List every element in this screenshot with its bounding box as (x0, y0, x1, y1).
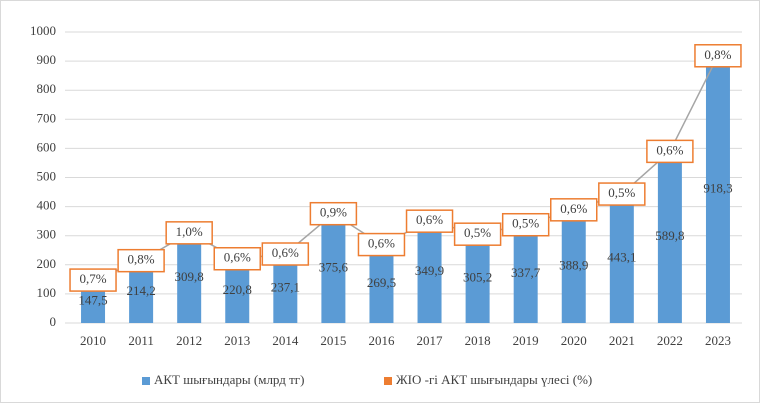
share-label-box (165, 221, 213, 245)
bar-value-label: 589,8 (655, 228, 684, 243)
share-value-label: 0,6% (560, 201, 587, 216)
bar-value-label: 337,7 (511, 265, 541, 280)
x-tick-label: 2018 (465, 333, 491, 348)
x-tick-label: 2020 (561, 333, 587, 348)
bar-value-label: 349,9 (415, 263, 444, 278)
x-tick-label: 2010 (80, 333, 106, 348)
y-tick-label: 400 (37, 198, 57, 213)
bar (657, 151, 682, 323)
bar (417, 221, 442, 323)
share-value-label: 0,5% (608, 185, 635, 200)
share-value-label: 0,6% (224, 250, 251, 265)
x-tick-label: 2012 (176, 333, 202, 348)
y-tick-label: 600 (37, 139, 57, 154)
share-value-label: 0,6% (272, 245, 299, 260)
bar-value-label: 305,2 (463, 270, 492, 285)
share-value-label: 0,7% (79, 271, 106, 286)
share-label-box (501, 212, 550, 237)
x-tick-label: 2015 (320, 333, 346, 348)
share-label-box (550, 198, 598, 222)
legend-swatch (142, 377, 150, 385)
legend-swatch (384, 377, 392, 385)
y-tick-label: 900 (37, 52, 57, 67)
share-value-label: 0,9% (320, 205, 347, 220)
x-tick-label: 2011 (128, 333, 154, 348)
bar (513, 224, 538, 323)
x-tick-label: 2021 (609, 333, 635, 348)
bar-value-label: 237,1 (271, 279, 300, 294)
share-value-label: 0,8% (704, 47, 731, 62)
share-value-label: 0,6% (656, 142, 683, 157)
bar (177, 232, 202, 323)
x-tick-label: 2019 (513, 333, 539, 348)
bar-value-label: 214,2 (126, 283, 155, 298)
bar (609, 194, 634, 323)
bar-value-label: 388,9 (559, 257, 588, 272)
share-value-label: 0,6% (416, 212, 443, 227)
y-tick-label: 0 (50, 314, 57, 329)
share-value-label: 1,0% (176, 224, 203, 239)
bar (369, 244, 394, 323)
share-value-label: 0,5% (512, 216, 539, 231)
x-tick-label: 2023 (705, 333, 731, 348)
share-label-box (261, 242, 310, 266)
bar-value-label: 375,6 (319, 259, 349, 274)
share-value-label: 0,8% (128, 252, 155, 267)
bar (321, 213, 346, 323)
share-label-box (598, 182, 646, 206)
legend-label: АКТ шығындары (млрд тг) (154, 372, 304, 387)
share-label-box (69, 268, 117, 292)
bar (465, 234, 490, 323)
bar-value-label: 220,8 (223, 282, 252, 297)
share-label-box (309, 201, 358, 226)
share-label-box (117, 248, 165, 273)
bar (561, 209, 586, 323)
bar-value-label: 147,5 (78, 293, 107, 308)
bar (705, 55, 730, 324)
share-label-box (646, 139, 694, 164)
y-tick-label: 1000 (30, 23, 56, 38)
y-tick-label: 300 (37, 227, 57, 242)
y-tick-label: 800 (37, 81, 57, 96)
share-label-box (357, 232, 406, 257)
share-label-box (453, 222, 502, 246)
x-tick-label: 2016 (368, 333, 395, 348)
share-label-box (405, 209, 454, 233)
y-tick-label: 200 (37, 256, 57, 271)
share-label-box (694, 44, 742, 68)
share-value-label: 0,5% (464, 225, 491, 240)
legend-label: ЖІО -гі АКТ шығындары үлесі (%) (396, 372, 592, 387)
x-tick-label: 2013 (224, 333, 250, 348)
x-tick-label: 2014 (272, 333, 299, 348)
share-value-label: 0,6% (368, 236, 395, 251)
y-tick-label: 500 (37, 168, 57, 183)
share-label-box (213, 246, 261, 271)
y-tick-label: 700 (37, 110, 57, 125)
bar-value-label: 918,3 (703, 180, 732, 195)
bar-value-label: 269,5 (367, 275, 396, 290)
bar-value-label: 443,1 (607, 250, 636, 265)
bar-value-label: 309,8 (175, 269, 204, 284)
x-tick-label: 2017 (417, 333, 444, 348)
x-tick-label: 2022 (657, 333, 683, 348)
y-tick-label: 100 (37, 285, 57, 300)
